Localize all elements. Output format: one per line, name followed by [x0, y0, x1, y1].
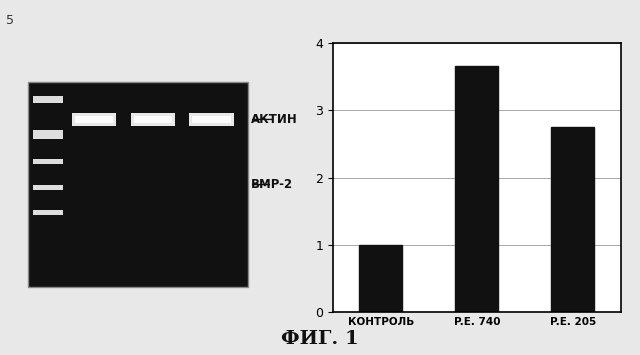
Text: BMP-2: BMP-2: [252, 178, 293, 191]
FancyBboxPatch shape: [134, 116, 172, 123]
FancyBboxPatch shape: [33, 210, 63, 215]
FancyBboxPatch shape: [33, 97, 63, 103]
FancyBboxPatch shape: [33, 185, 63, 190]
FancyBboxPatch shape: [75, 116, 113, 123]
Text: ФИГ. 1: ФИГ. 1: [281, 330, 359, 348]
FancyBboxPatch shape: [193, 116, 230, 123]
Bar: [359, 245, 403, 312]
FancyBboxPatch shape: [131, 113, 175, 126]
Bar: [455, 66, 499, 312]
Text: 5: 5: [6, 14, 15, 27]
FancyBboxPatch shape: [33, 130, 63, 138]
FancyBboxPatch shape: [33, 159, 63, 164]
FancyBboxPatch shape: [189, 113, 234, 126]
Bar: [551, 127, 595, 312]
FancyBboxPatch shape: [72, 113, 116, 126]
FancyBboxPatch shape: [28, 82, 248, 287]
Text: АКТИН: АКТИН: [252, 113, 298, 126]
